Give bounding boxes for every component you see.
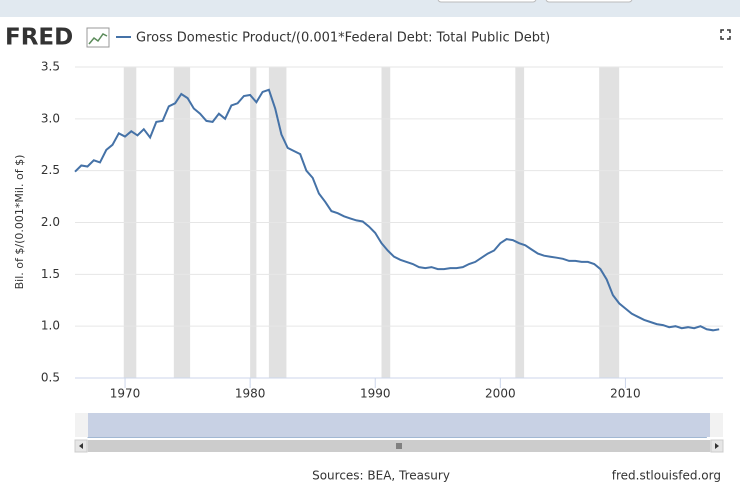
y-tick-label: 1.5 [41,267,60,281]
y-tick-label: 2.0 [41,215,60,229]
navigator[interactable] [75,413,723,437]
fullscreen-icon[interactable] [720,29,731,40]
logo-icon-line [88,33,108,45]
y-tick-label: 0.5 [41,371,60,385]
data-line [74,88,720,332]
button[interactable] [437,0,537,3]
source: Sources: BEA, Treasury [312,469,450,483]
x-tick-label: 2000 [485,387,516,401]
y-tick-label: 3.5 [41,60,60,74]
button[interactable] [545,0,633,3]
x-tick-label: 2010 [610,387,641,401]
arrow-left [79,443,83,449]
x-tick-label: 1970 [110,387,141,401]
credit: fred.stlouisfed.org [612,469,721,483]
arrow-right [715,443,719,449]
y-tick-label: 2.5 [41,163,60,177]
scroll-grip [396,443,402,449]
navigator-selection[interactable] [88,413,710,437]
logo: FRED [5,25,73,51]
logo-icon [86,27,110,48]
x-tick-label: 1980 [235,387,266,401]
y-axis-label: Bil. of $/(0.001*Mil. of $) [13,155,26,290]
legend-label: Gross Domestic Product/(0.001*Federal De… [136,31,550,46]
x-tick-label: 1990 [360,387,391,401]
y-tick-label: 1.0 [41,319,60,333]
y-tick-label: 3.0 [41,111,60,125]
